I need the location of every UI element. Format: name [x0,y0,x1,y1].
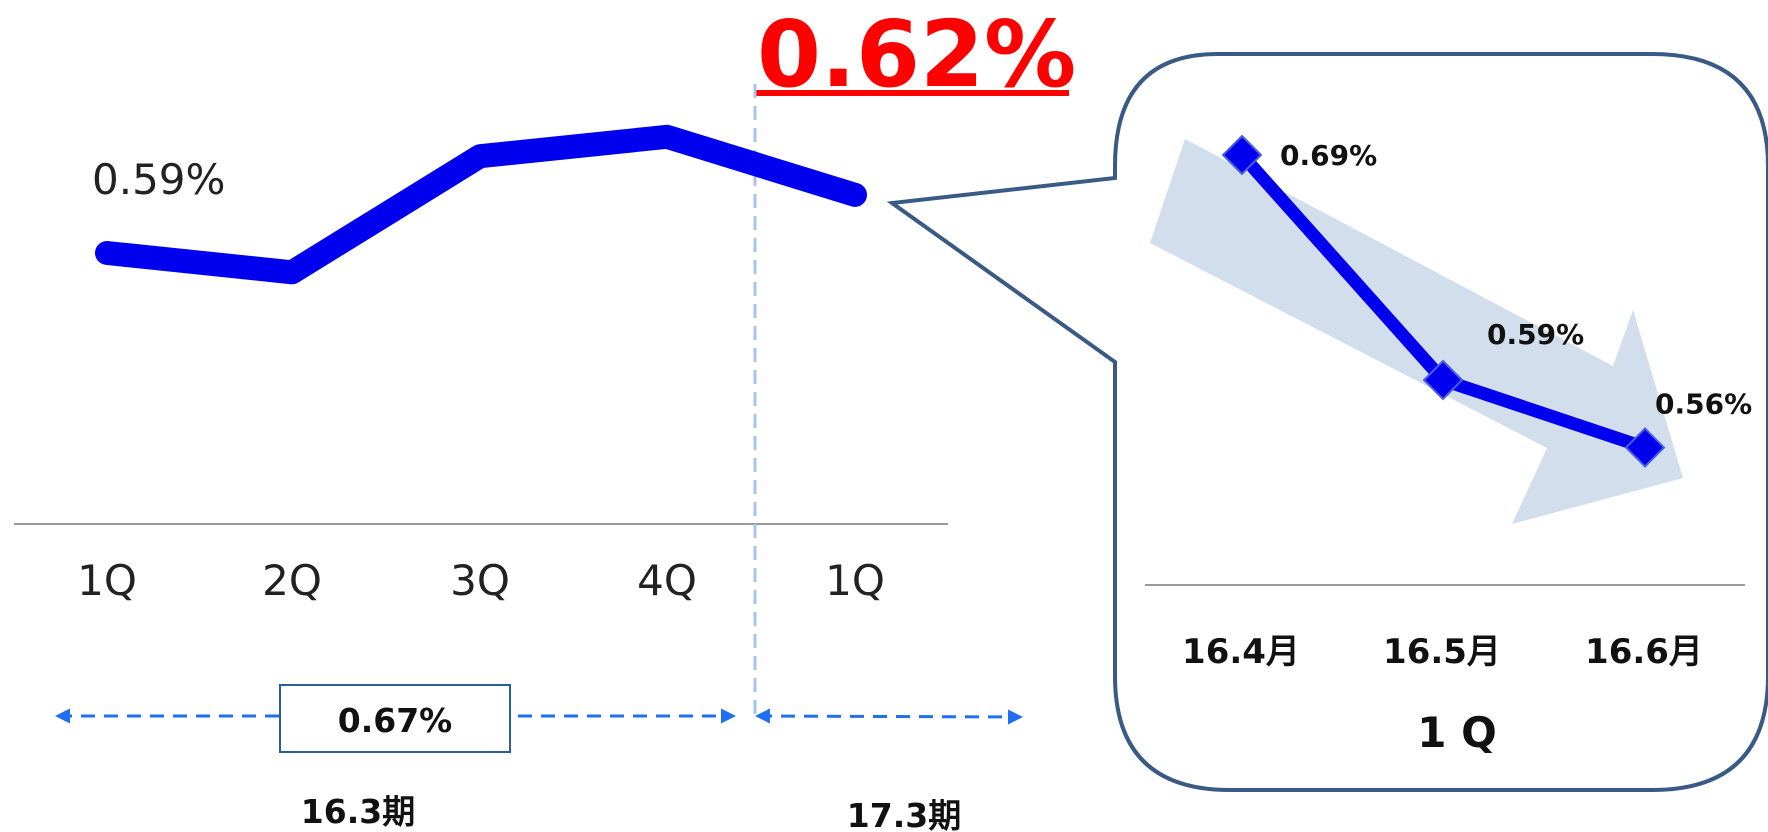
fy16-average-box [279,684,511,753]
fy17-range-arrow [755,708,1023,725]
headline-underline [755,90,1069,96]
fy16-average-value: 0.67% [338,701,453,740]
main-tick-label: 1Q [77,556,137,605]
main-line-chart: 1Q 2Q 3Q 4Q 1Q 0.59% [14,84,948,714]
main-tick-label: 2Q [262,556,322,605]
inset-tick-label: 16.6月 [1585,632,1703,672]
monthly-line-chart: 0.69% 0.59% 0.56% 16.4月 16.5月 16.6月 1 Q [1145,134,1752,757]
inset-data-label: 0.56% [1655,388,1752,421]
main-data-label: 0.59% [92,155,225,204]
inset-marker [1624,427,1666,468]
fy16-period-label: 16.3期 [301,792,415,831]
fy17-period-label: 17.3期 [847,796,961,832]
main-tick-label: 1Q [825,556,885,605]
inset-tick-label: 16.4月 [1182,632,1300,672]
monthly-callout-bubble [886,52,1768,792]
inset-data-label: 0.59% [1487,318,1584,351]
inset-group-label: 1 Q [1417,708,1497,757]
main-series-line [95,124,867,285]
fiscal-period-brackets: 0.67% 16.3期 17.3期 [55,684,1023,832]
main-tick-label: 4Q [637,556,697,605]
inset-data-label: 0.69% [1280,139,1377,172]
main-tick-label: 3Q [450,556,510,605]
inset-marker [1221,134,1263,176]
inset-tick-label: 16.5月 [1383,632,1501,672]
inset-marker [1422,359,1464,401]
downtrend-arrow [1150,139,1683,524]
